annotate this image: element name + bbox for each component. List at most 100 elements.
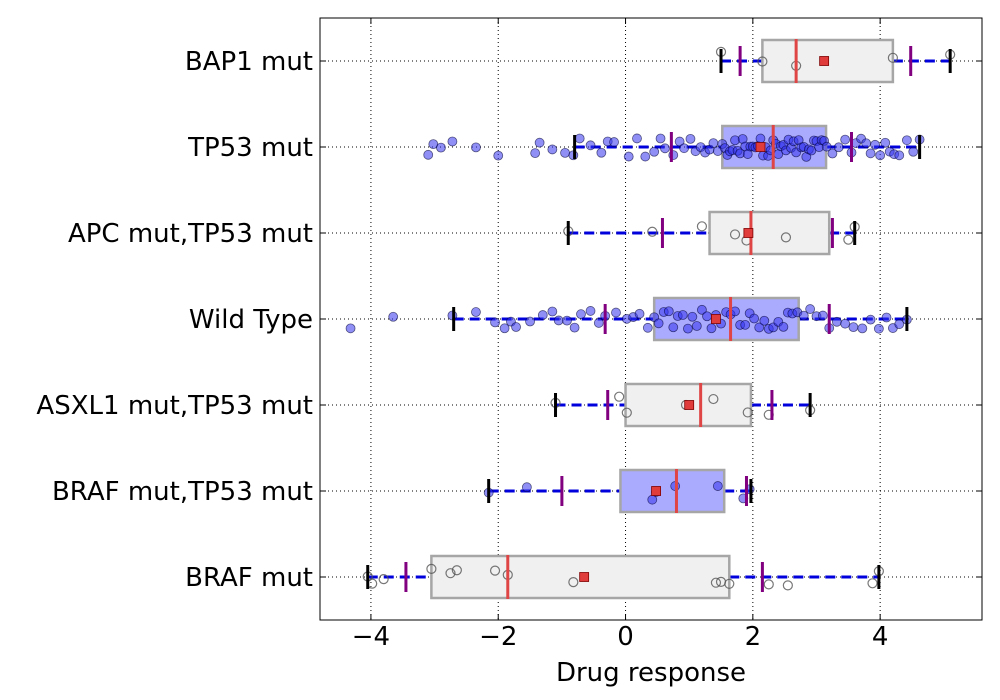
data-point (674, 136, 685, 147)
data-point (378, 573, 389, 585)
data-point (817, 310, 828, 321)
data-point (436, 142, 446, 153)
data-point (451, 565, 462, 576)
marks-layer (366, 39, 952, 599)
box (708, 210, 831, 256)
data-point (525, 316, 535, 327)
data-point (780, 232, 792, 243)
data-point (655, 133, 666, 144)
x-tick-label: −4 (352, 622, 390, 652)
data-point (827, 148, 838, 159)
data-point (724, 578, 735, 589)
data-point (881, 312, 892, 323)
data-point (471, 307, 481, 317)
data-point (585, 306, 596, 316)
data-point (848, 322, 859, 333)
data-point (702, 311, 712, 322)
data-point (875, 150, 886, 161)
data-point (489, 565, 501, 576)
data-point (345, 323, 356, 334)
data-point (585, 140, 596, 151)
data-point (663, 306, 674, 317)
data-point (873, 323, 884, 334)
box (619, 468, 726, 514)
mean-marker (579, 572, 590, 582)
data-point (833, 142, 844, 153)
data-point (840, 134, 851, 145)
data-point (685, 133, 696, 144)
data-point (493, 150, 504, 161)
data-point (499, 323, 510, 334)
data-point (521, 482, 532, 493)
data-point (632, 133, 642, 144)
data-point (759, 315, 770, 326)
data-point (894, 319, 905, 330)
data-point (653, 318, 664, 329)
data-point (445, 568, 456, 579)
data-point (740, 319, 751, 330)
data-point (574, 133, 585, 144)
data-point (530, 148, 541, 159)
data-point (706, 323, 717, 334)
data-point (710, 577, 722, 588)
data-point (708, 393, 719, 405)
data-point (865, 314, 876, 325)
mean-marker (651, 486, 661, 496)
x-tick-label: 0 (617, 622, 634, 652)
data-point (763, 579, 774, 590)
data-point (831, 316, 842, 327)
data-point (560, 147, 570, 158)
data-point (687, 311, 698, 322)
data-point (683, 323, 693, 334)
y-tick-label: BAP1 mut (185, 47, 313, 77)
y-tick-label: BRAF mut (185, 563, 313, 593)
data-point (679, 143, 689, 154)
data-point (742, 407, 753, 418)
data-point (880, 137, 891, 148)
y-tick-label: BRAF mut,TP53 mut (52, 477, 313, 507)
data-point (867, 578, 878, 589)
data-point (490, 317, 500, 328)
data-point (634, 308, 645, 319)
data-point (805, 304, 816, 314)
data-point (568, 577, 579, 588)
y-tick-label: TP53 mut (187, 133, 313, 163)
x-axis-label: Drug response (556, 658, 746, 688)
data-point (668, 322, 679, 333)
data-point (901, 135, 912, 146)
data-point (593, 318, 604, 328)
data-point (642, 322, 653, 333)
x-tick-label: 2 (745, 622, 762, 652)
data-point (511, 322, 521, 332)
data-point (569, 322, 580, 333)
data-point (782, 580, 793, 591)
x-tick-label: 4 (872, 622, 889, 652)
data-point (614, 391, 625, 402)
data-point (423, 149, 434, 160)
data-point (553, 315, 564, 326)
y-tick-label: ASXL1 mut,TP53 mut (36, 391, 313, 421)
data-point (611, 307, 621, 318)
data-point (712, 481, 723, 491)
x-tick-label: −2 (479, 622, 517, 652)
data-point (821, 141, 832, 152)
data-point (640, 151, 651, 162)
mean-marker (711, 314, 721, 324)
data-point (647, 226, 658, 237)
data-point (534, 137, 545, 148)
data-point (843, 234, 854, 245)
data-point (778, 322, 789, 332)
data-point (840, 318, 851, 329)
mean-marker (819, 56, 830, 66)
data-point (870, 139, 880, 150)
mean-marker (684, 400, 695, 410)
data-point (729, 229, 741, 240)
data-point (696, 221, 708, 232)
data-point (691, 321, 702, 331)
data-point (697, 304, 707, 315)
data-point (562, 315, 572, 326)
data-point (609, 137, 619, 147)
data-point (547, 144, 558, 155)
data-point (426, 563, 437, 574)
